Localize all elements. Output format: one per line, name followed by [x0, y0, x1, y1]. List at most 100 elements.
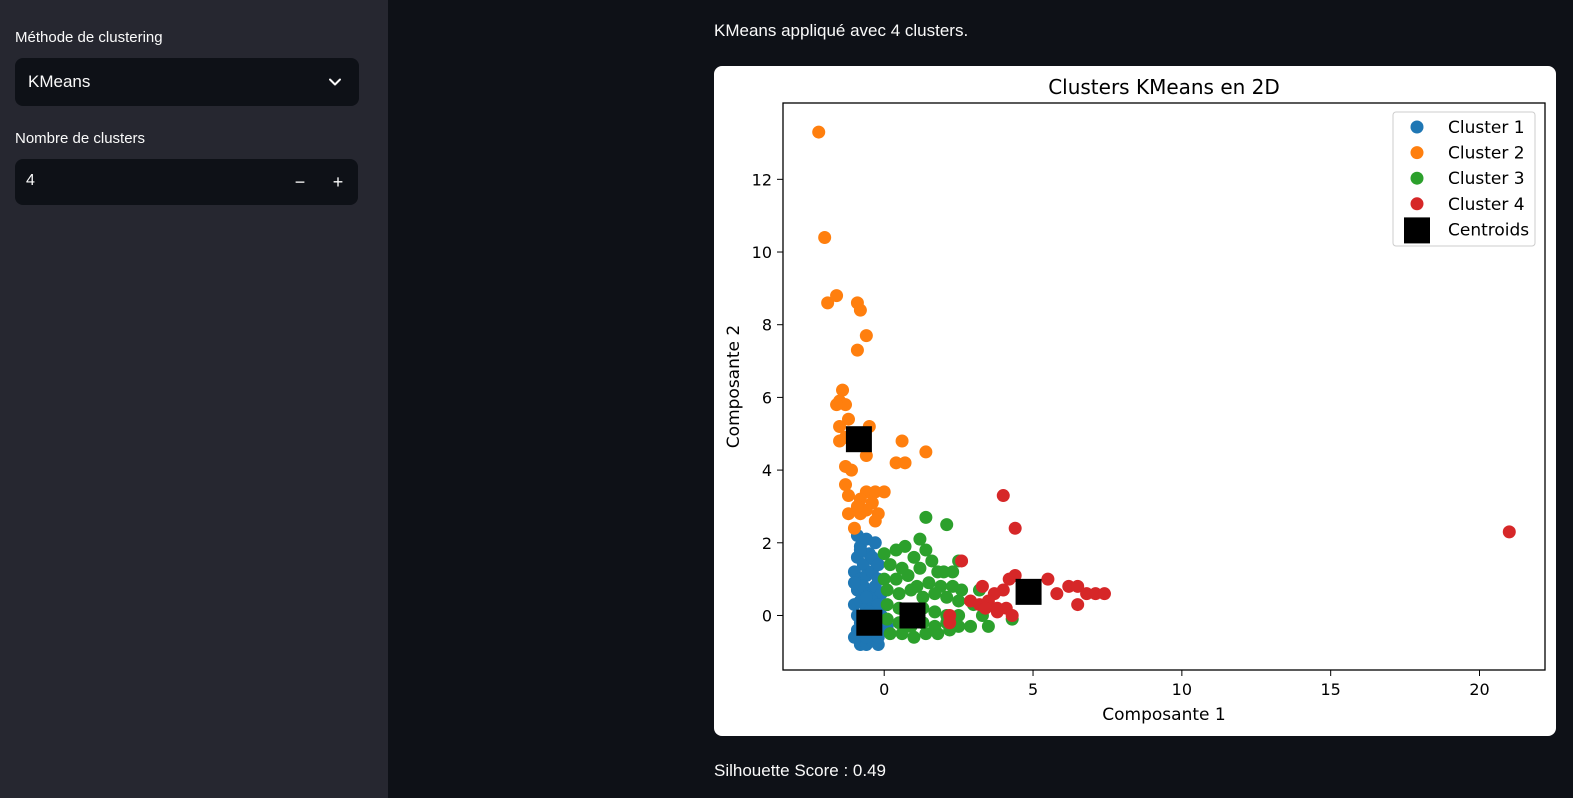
- legend-label: Cluster 2: [1448, 144, 1525, 164]
- scatter-point: [910, 579, 924, 593]
- chart-card: Clusters KMeans en 2D Composante 1 Composa…: [714, 66, 1556, 736]
- scatter-point: [940, 590, 954, 604]
- scatter-point: [928, 587, 942, 601]
- scatter-point: [1071, 579, 1085, 593]
- decrement-button[interactable]: −: [294, 171, 306, 192]
- scatter-point: [836, 383, 850, 397]
- legend-label: Cluster 3: [1448, 169, 1525, 189]
- sidebar: Méthode de clustering KMeans Nombre de c…: [0, 0, 388, 798]
- scatter-point: [901, 569, 915, 582]
- scatter-point: [1502, 525, 1516, 539]
- clusters-value[interactable]: 4: [26, 172, 35, 189]
- centroid-marker: [856, 609, 883, 636]
- y-tick-label: 10: [752, 243, 772, 262]
- scatter-point: [880, 583, 894, 597]
- chevron-down-icon: [329, 78, 341, 86]
- legend-marker: [1410, 146, 1424, 160]
- scatter-point: [895, 434, 909, 448]
- scatter-point: [883, 627, 897, 641]
- centroid-marker: [899, 602, 926, 629]
- scatter-point: [833, 419, 847, 433]
- scatter-point: [844, 463, 858, 477]
- scatter-point: [895, 627, 909, 641]
- scatter-point: [880, 598, 894, 612]
- scatter-point: [1050, 587, 1064, 601]
- scatter-point: [841, 489, 855, 503]
- scatter-point: [821, 296, 835, 310]
- scatter-point: [830, 398, 844, 412]
- method-select[interactable]: KMeans: [15, 58, 359, 106]
- scatter-point: [946, 565, 960, 579]
- legend-label: Cluster 4: [1448, 195, 1525, 215]
- y-tick-label: 2: [762, 534, 772, 553]
- legend-marker: [1410, 120, 1424, 134]
- scatter-point: [919, 445, 933, 459]
- scatter-point: [990, 605, 1004, 619]
- scatter-point: [868, 536, 882, 550]
- info-message: KMeans appliqué avec 4 clusters.: [714, 21, 969, 40]
- method-label: Méthode de clustering: [15, 29, 163, 46]
- scatter-point: [830, 289, 844, 303]
- scatter-point: [833, 434, 847, 448]
- clusters-number-input[interactable]: 4 − +: [15, 159, 358, 205]
- scatter-point: [812, 125, 826, 139]
- scatter-point: [847, 576, 861, 590]
- scatter-point: [907, 550, 921, 564]
- scatter-point: [955, 554, 969, 568]
- scatter-point: [850, 343, 864, 357]
- scatter-point: [859, 329, 873, 343]
- increment-button[interactable]: +: [332, 171, 344, 192]
- scatter-point: [919, 543, 933, 557]
- x-tick-label: 10: [1172, 680, 1192, 699]
- scatter-point: [1008, 521, 1022, 535]
- scatter-point: [952, 608, 966, 622]
- scatter-point: [913, 532, 927, 546]
- legend-label: Centroids: [1448, 220, 1529, 240]
- scatter-chart: Clusters KMeans en 2D Composante 1 Composa…: [724, 75, 1546, 725]
- scatter-point: [922, 576, 936, 590]
- scatter-point: [850, 499, 864, 513]
- scatter-point: [868, 514, 882, 528]
- scatter-point: [883, 558, 897, 572]
- scatter-point: [871, 598, 885, 612]
- scatter-point: [978, 601, 992, 615]
- legend-label: Cluster 1: [1448, 118, 1525, 138]
- scatter-point: [931, 627, 945, 641]
- scatter-point: [943, 616, 957, 630]
- scatter-point: [975, 579, 989, 593]
- scatter-point: [818, 230, 832, 244]
- scatter-point: [928, 605, 942, 619]
- scatter-point: [919, 627, 933, 641]
- y-axis-label: Composante 2: [724, 325, 744, 448]
- scatter-point: [1089, 587, 1103, 601]
- y-tick-label: 8: [762, 316, 772, 335]
- x-tick-label: 5: [1028, 680, 1038, 699]
- x-tick-label: 20: [1469, 680, 1489, 699]
- scatter-point: [880, 612, 894, 626]
- scatter-point: [940, 518, 954, 532]
- clusters-label: Nombre de clusters: [15, 130, 146, 147]
- scatter-point: [856, 558, 870, 572]
- legend-marker: [1404, 217, 1430, 244]
- plot-frame: [782, 102, 1546, 671]
- x-tick-label: 0: [879, 680, 889, 699]
- scatter-point: [889, 456, 903, 470]
- scatter-point: [877, 485, 891, 499]
- scatter-point: [859, 590, 873, 604]
- scatter-point: [847, 521, 861, 535]
- scatter-point: [898, 539, 912, 553]
- chart-title: Clusters KMeans en 2D: [1048, 75, 1280, 99]
- scatter-point: [853, 543, 867, 557]
- y-tick-label: 0: [762, 606, 772, 625]
- legend-marker: [1410, 171, 1424, 185]
- scatter-point: [931, 565, 945, 579]
- x-axis-label: Composante 1: [1102, 705, 1225, 725]
- scatter-point: [868, 485, 882, 499]
- scatter-point: [913, 561, 927, 575]
- y-tick-label: 12: [752, 170, 772, 189]
- legend-marker: [1410, 197, 1424, 211]
- scatter-point: [952, 594, 966, 608]
- scatter-point: [841, 412, 855, 426]
- scatter-point: [1071, 598, 1085, 612]
- method-select-value: KMeans: [28, 72, 91, 91]
